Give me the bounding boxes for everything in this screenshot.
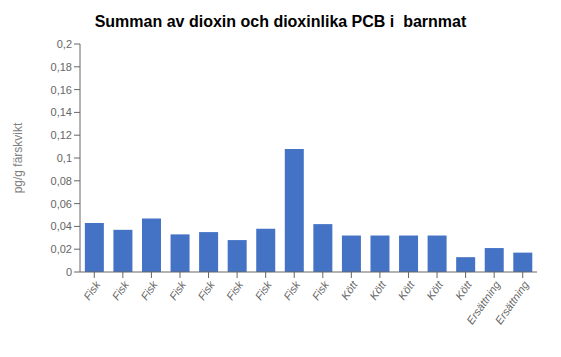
svg-text:Kött: Kött	[453, 278, 475, 302]
svg-text:Fisk: Fisk	[81, 278, 103, 302]
svg-text:0,16: 0,16	[51, 84, 72, 96]
svg-text:0,2: 0,2	[57, 38, 72, 50]
svg-text:Kött: Kött	[424, 278, 446, 302]
svg-text:0,1: 0,1	[57, 152, 72, 164]
svg-text:0,04: 0,04	[51, 220, 72, 232]
svg-text:0,06: 0,06	[51, 198, 72, 210]
svg-text:Fisk: Fisk	[195, 278, 217, 302]
svg-text:Kött: Kött	[338, 278, 360, 302]
svg-text:Fisk: Fisk	[138, 278, 160, 302]
svg-text:Fisk: Fisk	[252, 278, 274, 302]
svg-text:pg/g färskvikt: pg/g färskvikt	[11, 122, 25, 193]
svg-text:Fisk: Fisk	[224, 278, 246, 302]
svg-text:Kött: Kött	[396, 278, 418, 302]
svg-text:Fisk: Fisk	[110, 278, 132, 302]
svg-text:Fisk: Fisk	[310, 278, 332, 302]
svg-text:Ersättning: Ersättning	[493, 278, 532, 326]
svg-text:0: 0	[66, 266, 72, 278]
svg-text:Fisk: Fisk	[167, 278, 189, 302]
html-text:Summan av dioxin och dioxinlik: Summan av dioxin och dioxinlika PCB i ba…	[94, 13, 467, 30]
svg-text:Ersättning: Ersättning	[464, 278, 503, 327]
svg-text:0,12: 0,12	[51, 129, 72, 141]
svg-text:0,14: 0,14	[51, 106, 72, 118]
svg-text:Fisk: Fisk	[281, 278, 303, 302]
svg-text:0,08: 0,08	[51, 175, 72, 187]
svg-text:0,18: 0,18	[51, 61, 72, 73]
svg-text:0,02: 0,02	[51, 243, 72, 255]
svg-text:Kött: Kött	[367, 278, 389, 302]
